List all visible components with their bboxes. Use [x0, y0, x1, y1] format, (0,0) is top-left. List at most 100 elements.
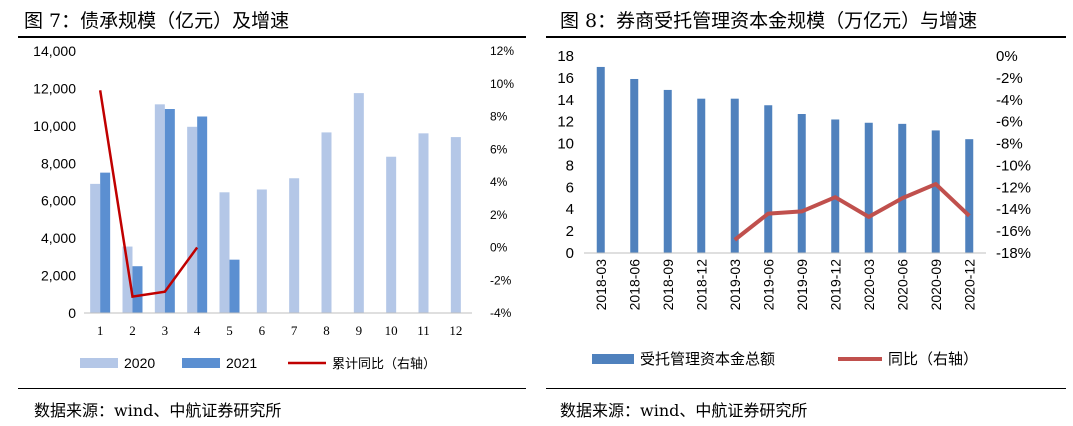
y-right-tick-label: 0%: [996, 48, 1018, 65]
title-rule: [546, 36, 1066, 38]
x-tick-label: 5: [226, 323, 233, 338]
bar-2021: [164, 109, 175, 313]
chart-title: 图 7：债承规模（亿元）及增速: [24, 10, 290, 32]
x-tick-label: 1: [97, 323, 104, 338]
title-rule: [18, 36, 526, 38]
y-right-tick-label: -10%: [996, 157, 1031, 174]
y-right-tick-label: -2%: [490, 273, 512, 287]
y-right-tick-label: -6%: [996, 114, 1023, 131]
source-rule: [546, 388, 1066, 389]
y-right-tick-label: 10%: [490, 77, 514, 91]
x-tick-label: 2020-09: [928, 259, 944, 311]
legend-label-yoy: 累计同比（右轴）: [332, 356, 436, 371]
yoy-line: [733, 182, 971, 242]
y-right-tick-label: -12%: [996, 179, 1031, 196]
bar-2020: [122, 246, 133, 313]
bar-2021: [229, 259, 240, 313]
bar-total-capital: [663, 89, 672, 253]
legend-swatch-total: [592, 354, 634, 364]
chart-title: 图 8：券商受托管理资本金规模（万亿元）与增速: [560, 10, 978, 32]
y-right-tick-label: 4%: [490, 175, 508, 189]
y-left-tick-label: 6: [566, 179, 574, 196]
bar-2020: [418, 133, 429, 313]
chart-panel-bond-underwriting: 图 7：债承规模（亿元）及增速 0 2,000 4,000 6,000 8,000 10,…: [0, 0, 526, 426]
y-right-tick-label: -18%: [996, 245, 1031, 262]
bar-2020: [219, 192, 230, 313]
x-tick-label: 2018-03: [593, 259, 609, 311]
y-right-tick-label: 8%: [490, 110, 508, 124]
x-tick-label: 2019-06: [760, 259, 776, 311]
x-tick-label: 2019-12: [827, 259, 843, 311]
y-left-tick-label: 4: [566, 201, 574, 218]
x-tick-label: 3: [162, 323, 169, 338]
bar-2020: [386, 156, 397, 313]
bond-underwriting-chart: 0 2,000 4,000 6,000 8,000 10,000 12,000 14,000 -…: [33, 43, 514, 371]
y-left-tick-label: 14,000: [33, 43, 76, 59]
x-tick-label: 6: [259, 323, 266, 338]
y-left-tick-label: 8,000: [41, 155, 76, 171]
bar-total-capital: [630, 78, 639, 253]
x-tick-label: 2020-06: [894, 259, 910, 311]
bar-total-capital: [965, 139, 974, 253]
bar-2020: [353, 93, 364, 313]
legend-label-yoy: 同比（右轴）: [888, 351, 978, 368]
x-tick-label: 2020-12: [961, 259, 977, 311]
y-right-tick-label: 6%: [490, 142, 508, 156]
x-tick-label: 7: [291, 323, 298, 338]
legend-swatch-2020: [80, 358, 118, 368]
y-left-tick-label: 14: [557, 92, 574, 109]
y-left-tick-label: 0: [566, 245, 574, 262]
y-right-tick-label: 2%: [490, 208, 508, 222]
bar-2021: [132, 266, 143, 313]
y-left-tick-label: 2,000: [41, 268, 76, 284]
x-tick-label: 4: [194, 323, 201, 338]
x-tick-label: 2018-12: [693, 259, 709, 311]
y-right-tick-label: -14%: [996, 201, 1031, 218]
y-right-tick-label: -16%: [996, 223, 1031, 240]
source-note: 数据来源：wind、中航证券研究所: [34, 401, 282, 420]
y-left-tick-label: 12,000: [33, 80, 76, 96]
x-tick-label: 2019-09: [794, 259, 810, 311]
chart-panel-trust-capital: 图 8：券商受托管理资本金规模（万亿元）与增速 0 2 4 6 8 10 12 14 16 18 -…: [546, 0, 1073, 426]
x-tick-label: 2: [129, 323, 136, 338]
y-left-tick-label: 2: [566, 223, 574, 240]
y-right-tick-label: -8%: [996, 136, 1023, 153]
y-left-tick-label: 4,000: [41, 230, 76, 246]
bar-2020: [289, 178, 300, 313]
y-left-tick-label: 16: [557, 70, 574, 87]
bar-total-capital: [697, 98, 706, 253]
bar-2020: [90, 183, 101, 313]
y-left-tick-label: 12: [557, 114, 574, 131]
y-left-tick-label: 8: [566, 157, 574, 174]
bar-2020: [256, 189, 267, 313]
legend-swatch-2021: [182, 358, 220, 368]
y-right-tick-label: -2%: [996, 70, 1023, 87]
legend-label-2021: 2021: [226, 355, 257, 371]
bar-2020: [154, 104, 165, 313]
y-left-tick-label: 18: [557, 48, 574, 65]
source-rule: [18, 388, 526, 389]
y-right-tick-label: 12%: [490, 44, 514, 58]
x-tick-label: 11: [417, 323, 430, 338]
trust-capital-chart: 0 2 4 6 8 10 12 14 16 18 -18% -16% -14% -12% -10% -8% -6…: [557, 48, 1031, 368]
bar-2020: [450, 137, 461, 313]
bar-total-capital: [797, 114, 806, 253]
legend-label-2020: 2020: [124, 355, 155, 371]
bar-total-capital: [730, 98, 739, 253]
x-tick-label: 2019-03: [727, 259, 743, 311]
legend-label-total: 受托管理资本金总额: [640, 351, 775, 368]
bar-2021: [100, 172, 111, 313]
bar-total-capital: [931, 130, 940, 253]
y-right-tick-label: -4%: [996, 92, 1023, 109]
y-left-tick-label: 10: [557, 136, 574, 153]
y-left-tick-label: 6,000: [41, 193, 76, 209]
bar-2021: [197, 116, 208, 313]
y-left-tick-label: 10,000: [33, 118, 76, 134]
x-tick-label: 8: [323, 323, 330, 338]
x-tick-label: 2020-03: [861, 259, 877, 311]
bar-total-capital: [864, 122, 873, 253]
x-tick-label: 10: [385, 323, 398, 338]
source-note: 数据来源：wind、中航证券研究所: [560, 401, 808, 420]
bar-total-capital: [596, 66, 605, 253]
y-left-tick-label: 0: [68, 305, 76, 321]
